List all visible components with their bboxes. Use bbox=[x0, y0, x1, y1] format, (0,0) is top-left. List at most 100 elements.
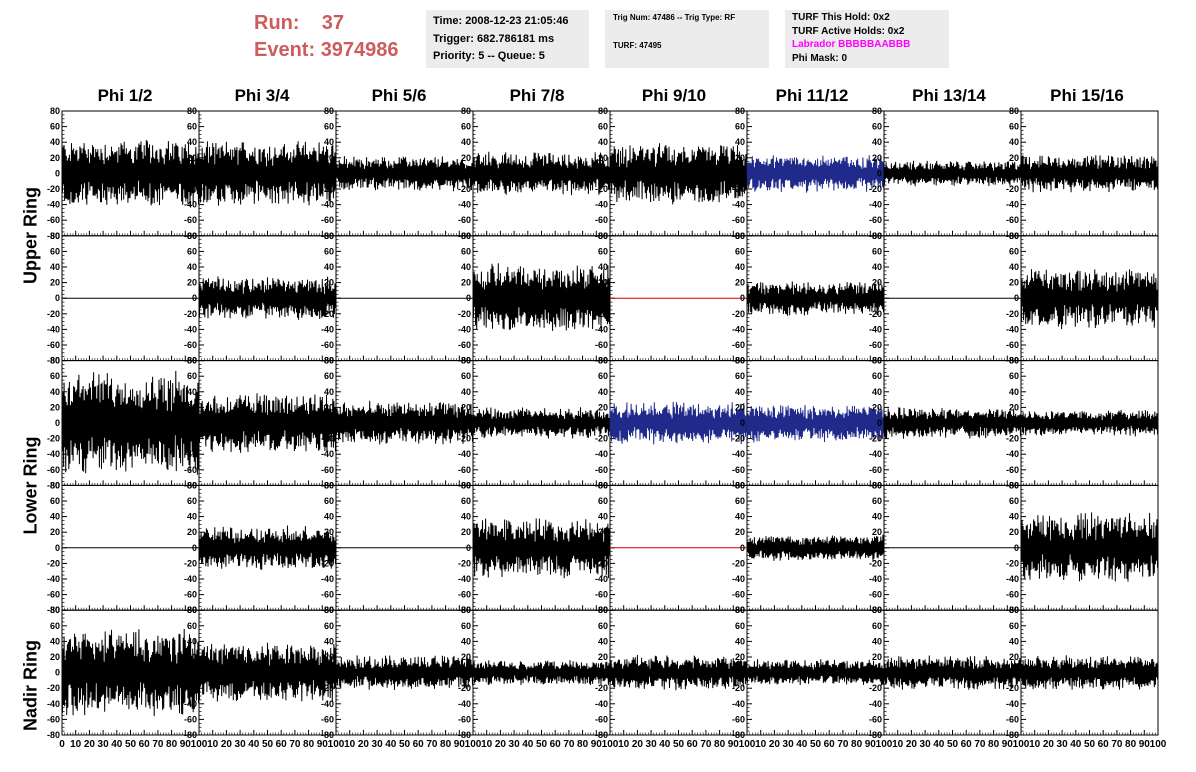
y-tick-label: -60 bbox=[869, 714, 882, 724]
y-tick-label: 80 bbox=[187, 605, 197, 615]
x-tick-label: 30 bbox=[646, 739, 658, 750]
y-tick-label: 60 bbox=[1009, 122, 1019, 132]
turf-active-text: TURF Active Holds: 0x2 bbox=[792, 25, 905, 37]
y-tick-label: -60 bbox=[595, 465, 608, 475]
y-tick-label: 40 bbox=[187, 387, 197, 397]
x-tick-label: 90 bbox=[728, 739, 740, 750]
turf-info-box: TURF This Hold: 0x2 TURF Active Holds: 0… bbox=[785, 10, 949, 68]
y-tick-label: -20 bbox=[47, 184, 60, 194]
y-tick-label: 60 bbox=[872, 621, 882, 631]
y-tick-label: -40 bbox=[1006, 324, 1019, 334]
y-tick-label: -80 bbox=[47, 480, 60, 490]
y-tick-label: 80 bbox=[598, 480, 608, 490]
y-tick-label: 20 bbox=[735, 402, 745, 412]
y-tick-label: 20 bbox=[50, 153, 60, 163]
column-header-phi-7-8: Phi 7/8 bbox=[509, 86, 565, 105]
y-tick-label: 60 bbox=[872, 246, 882, 256]
x-tick-label: 100 bbox=[1013, 739, 1030, 750]
y-tick-label: 80 bbox=[50, 356, 60, 366]
y-tick-label: -60 bbox=[1006, 465, 1019, 475]
y-tick-label: -40 bbox=[184, 449, 197, 459]
y-tick-label: -20 bbox=[321, 309, 334, 319]
y-tick-label: 0 bbox=[55, 543, 60, 553]
y-tick-label: -80 bbox=[732, 730, 745, 740]
y-tick-label: 60 bbox=[598, 496, 608, 506]
waveform-trace bbox=[61, 370, 200, 475]
y-tick-label: -40 bbox=[595, 324, 608, 334]
y-tick-label: 60 bbox=[324, 122, 334, 132]
y-tick-label: 0 bbox=[740, 543, 745, 553]
y-tick-label: 40 bbox=[1009, 636, 1019, 646]
waveform-trace bbox=[609, 654, 748, 691]
y-tick-label: 40 bbox=[187, 512, 197, 522]
y-tick-label: 0 bbox=[603, 293, 608, 303]
y-tick-label: -40 bbox=[47, 699, 60, 709]
y-tick-label: -60 bbox=[458, 465, 471, 475]
y-tick-label: 20 bbox=[50, 652, 60, 662]
time-info-box: Time: 2008-12-23 21:05:46 Trigger: 682.7… bbox=[426, 10, 589, 68]
x-tick-label: 100 bbox=[1150, 739, 1167, 750]
y-tick-label: -40 bbox=[732, 449, 745, 459]
y-tick-label: -80 bbox=[47, 231, 60, 241]
trigger-text: Trigger: 682.786181 ms bbox=[433, 32, 555, 45]
y-tick-label: -60 bbox=[47, 215, 60, 225]
column-header-phi-5-6: Phi 5/6 bbox=[371, 86, 427, 105]
y-tick-label: 80 bbox=[1009, 106, 1019, 116]
y-tick-label: 40 bbox=[187, 262, 197, 272]
y-tick-label: -40 bbox=[869, 574, 882, 584]
y-tick-label: 80 bbox=[187, 231, 197, 241]
y-tick-label: 40 bbox=[324, 636, 334, 646]
y-tick-label: -60 bbox=[184, 215, 197, 225]
y-tick-label: 20 bbox=[1009, 278, 1019, 288]
y-tick-label: 60 bbox=[187, 122, 197, 132]
waveform-trace bbox=[472, 407, 611, 439]
y-tick-label: 0 bbox=[877, 418, 882, 428]
y-tick-label: 40 bbox=[324, 137, 334, 147]
y-tick-label: -40 bbox=[321, 324, 334, 334]
y-tick-label: -40 bbox=[321, 200, 334, 210]
x-tick-label: 80 bbox=[988, 739, 1000, 750]
x-tick-label: 40 bbox=[385, 739, 397, 750]
y-tick-label: 0 bbox=[603, 668, 608, 678]
y-tick-label: -40 bbox=[1006, 200, 1019, 210]
y-tick-label: 80 bbox=[872, 480, 882, 490]
y-tick-label: 0 bbox=[1014, 668, 1019, 678]
y-tick-label: 60 bbox=[1009, 246, 1019, 256]
y-tick-label: -60 bbox=[458, 215, 471, 225]
y-tick-label: 20 bbox=[735, 153, 745, 163]
y-tick-label: -40 bbox=[184, 324, 197, 334]
y-tick-label: 0 bbox=[1014, 168, 1019, 178]
y-tick-label: -40 bbox=[1006, 699, 1019, 709]
y-tick-label: 20 bbox=[324, 527, 334, 537]
y-tick-label: 40 bbox=[50, 636, 60, 646]
y-tick-label: 0 bbox=[1014, 543, 1019, 553]
x-tick-label: 100 bbox=[876, 739, 893, 750]
y-tick-label: 20 bbox=[598, 153, 608, 163]
y-tick-label: -60 bbox=[458, 340, 471, 350]
y-tick-label: 80 bbox=[50, 106, 60, 116]
y-tick-label: 80 bbox=[187, 106, 197, 116]
y-tick-label: 0 bbox=[192, 418, 197, 428]
x-tick-label: 90 bbox=[1002, 739, 1014, 750]
y-tick-label: 0 bbox=[329, 168, 334, 178]
x-tick-label: 70 bbox=[152, 739, 164, 750]
y-tick-label: -20 bbox=[869, 434, 882, 444]
x-tick-label: 20 bbox=[1043, 739, 1055, 750]
y-tick-label: -20 bbox=[1006, 558, 1019, 568]
y-tick-label: -40 bbox=[732, 699, 745, 709]
y-tick-label: -60 bbox=[184, 465, 197, 475]
y-tick-label: 0 bbox=[329, 418, 334, 428]
y-tick-label: -60 bbox=[595, 590, 608, 600]
x-tick-label: 30 bbox=[1057, 739, 1069, 750]
event-value: 3974986 bbox=[320, 39, 399, 61]
y-tick-label: -60 bbox=[321, 590, 334, 600]
y-tick-label: 60 bbox=[461, 621, 471, 631]
y-tick-label: -60 bbox=[732, 340, 745, 350]
y-tick-label: -40 bbox=[321, 449, 334, 459]
y-tick-label: -20 bbox=[1006, 184, 1019, 194]
y-tick-label: -60 bbox=[321, 465, 334, 475]
y-tick-label: 60 bbox=[324, 496, 334, 506]
y-tick-label: -60 bbox=[732, 590, 745, 600]
x-tick-label: 100 bbox=[465, 739, 482, 750]
